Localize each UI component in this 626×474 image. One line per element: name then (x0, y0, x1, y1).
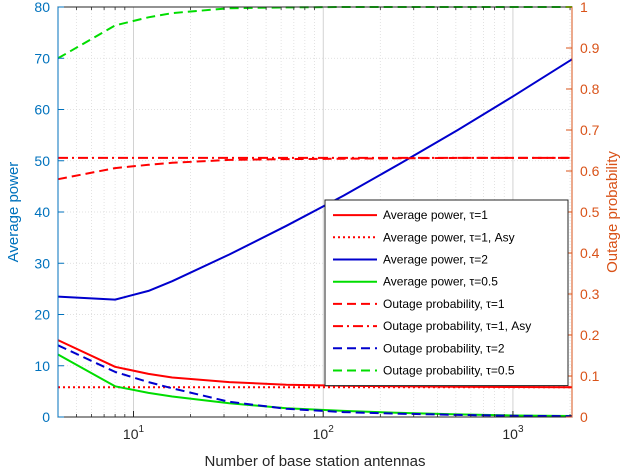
y-right-tick-label: 0.4 (580, 245, 600, 261)
legend: Average power, τ=1 Average power, τ=1, As… (324, 199, 569, 387)
legend-label: Outage probability, τ=0.5 (383, 364, 515, 378)
y-left-tick-label: 40 (34, 204, 50, 220)
series-line-1 (57, 339, 573, 389)
y-left-tick-label: 70 (34, 50, 50, 66)
y-left-tick-label: 60 (34, 102, 50, 118)
y-right-tick-label: 1 (580, 0, 588, 15)
legend-label: Outage probability, τ=2 (383, 341, 505, 355)
legend-label: Average power, τ=1, Asy (383, 230, 515, 244)
legend-label: Outage probability, τ=1, Asy (383, 319, 531, 333)
y-left-tick-label: 80 (34, 0, 50, 15)
x-axis-title: Number of base station antennas (205, 453, 426, 470)
y-left-tick-label: 20 (34, 307, 50, 323)
y-left-tick-label: 30 (34, 255, 50, 271)
legend-box (324, 199, 569, 387)
y-right-tick-label: 0.9 (580, 40, 600, 56)
y-right-tick-label: 0.1 (580, 368, 600, 384)
y-left-tick-label: 50 (34, 153, 50, 169)
y-left-tick-label: 10 (34, 358, 50, 374)
y-right-tick-label: 0.2 (580, 327, 600, 343)
legend-label: Average power, τ=0.5 (383, 275, 498, 289)
series-lines (57, 6, 573, 418)
y-right-axis-title: Outage probability (604, 151, 621, 273)
x-tick-label: 102 (313, 424, 335, 442)
legend-label: Average power, τ=1 (383, 208, 488, 222)
y-left-axis-title: Average power (5, 162, 22, 263)
series-line-7 (57, 344, 573, 418)
y-left-tick-label: 0 (42, 409, 50, 425)
legend-label: Average power, τ=2 (383, 253, 488, 267)
y-right-tick-label: 0 (580, 409, 588, 425)
x-tick-label: 103 (502, 424, 524, 442)
y-right-tick-label: 0.8 (580, 81, 600, 97)
legend-label: Outage probability, τ=1 (383, 297, 505, 311)
y-right-tick-label: 0.5 (580, 204, 600, 220)
axis-ticks: 101 102 103 0 10 20 30 40 50 60 70 80 0 0.1 0.2 0.3 0.4 0… (34, 0, 599, 442)
x-tick-label: 101 (123, 424, 145, 442)
y-right-tick-label: 0.6 (580, 163, 600, 179)
series-line-5 (57, 156, 572, 181)
y-right-tick-label: 0.3 (580, 286, 600, 302)
series-line-3 (57, 58, 573, 301)
y-right-tick-label: 0.7 (580, 122, 600, 138)
